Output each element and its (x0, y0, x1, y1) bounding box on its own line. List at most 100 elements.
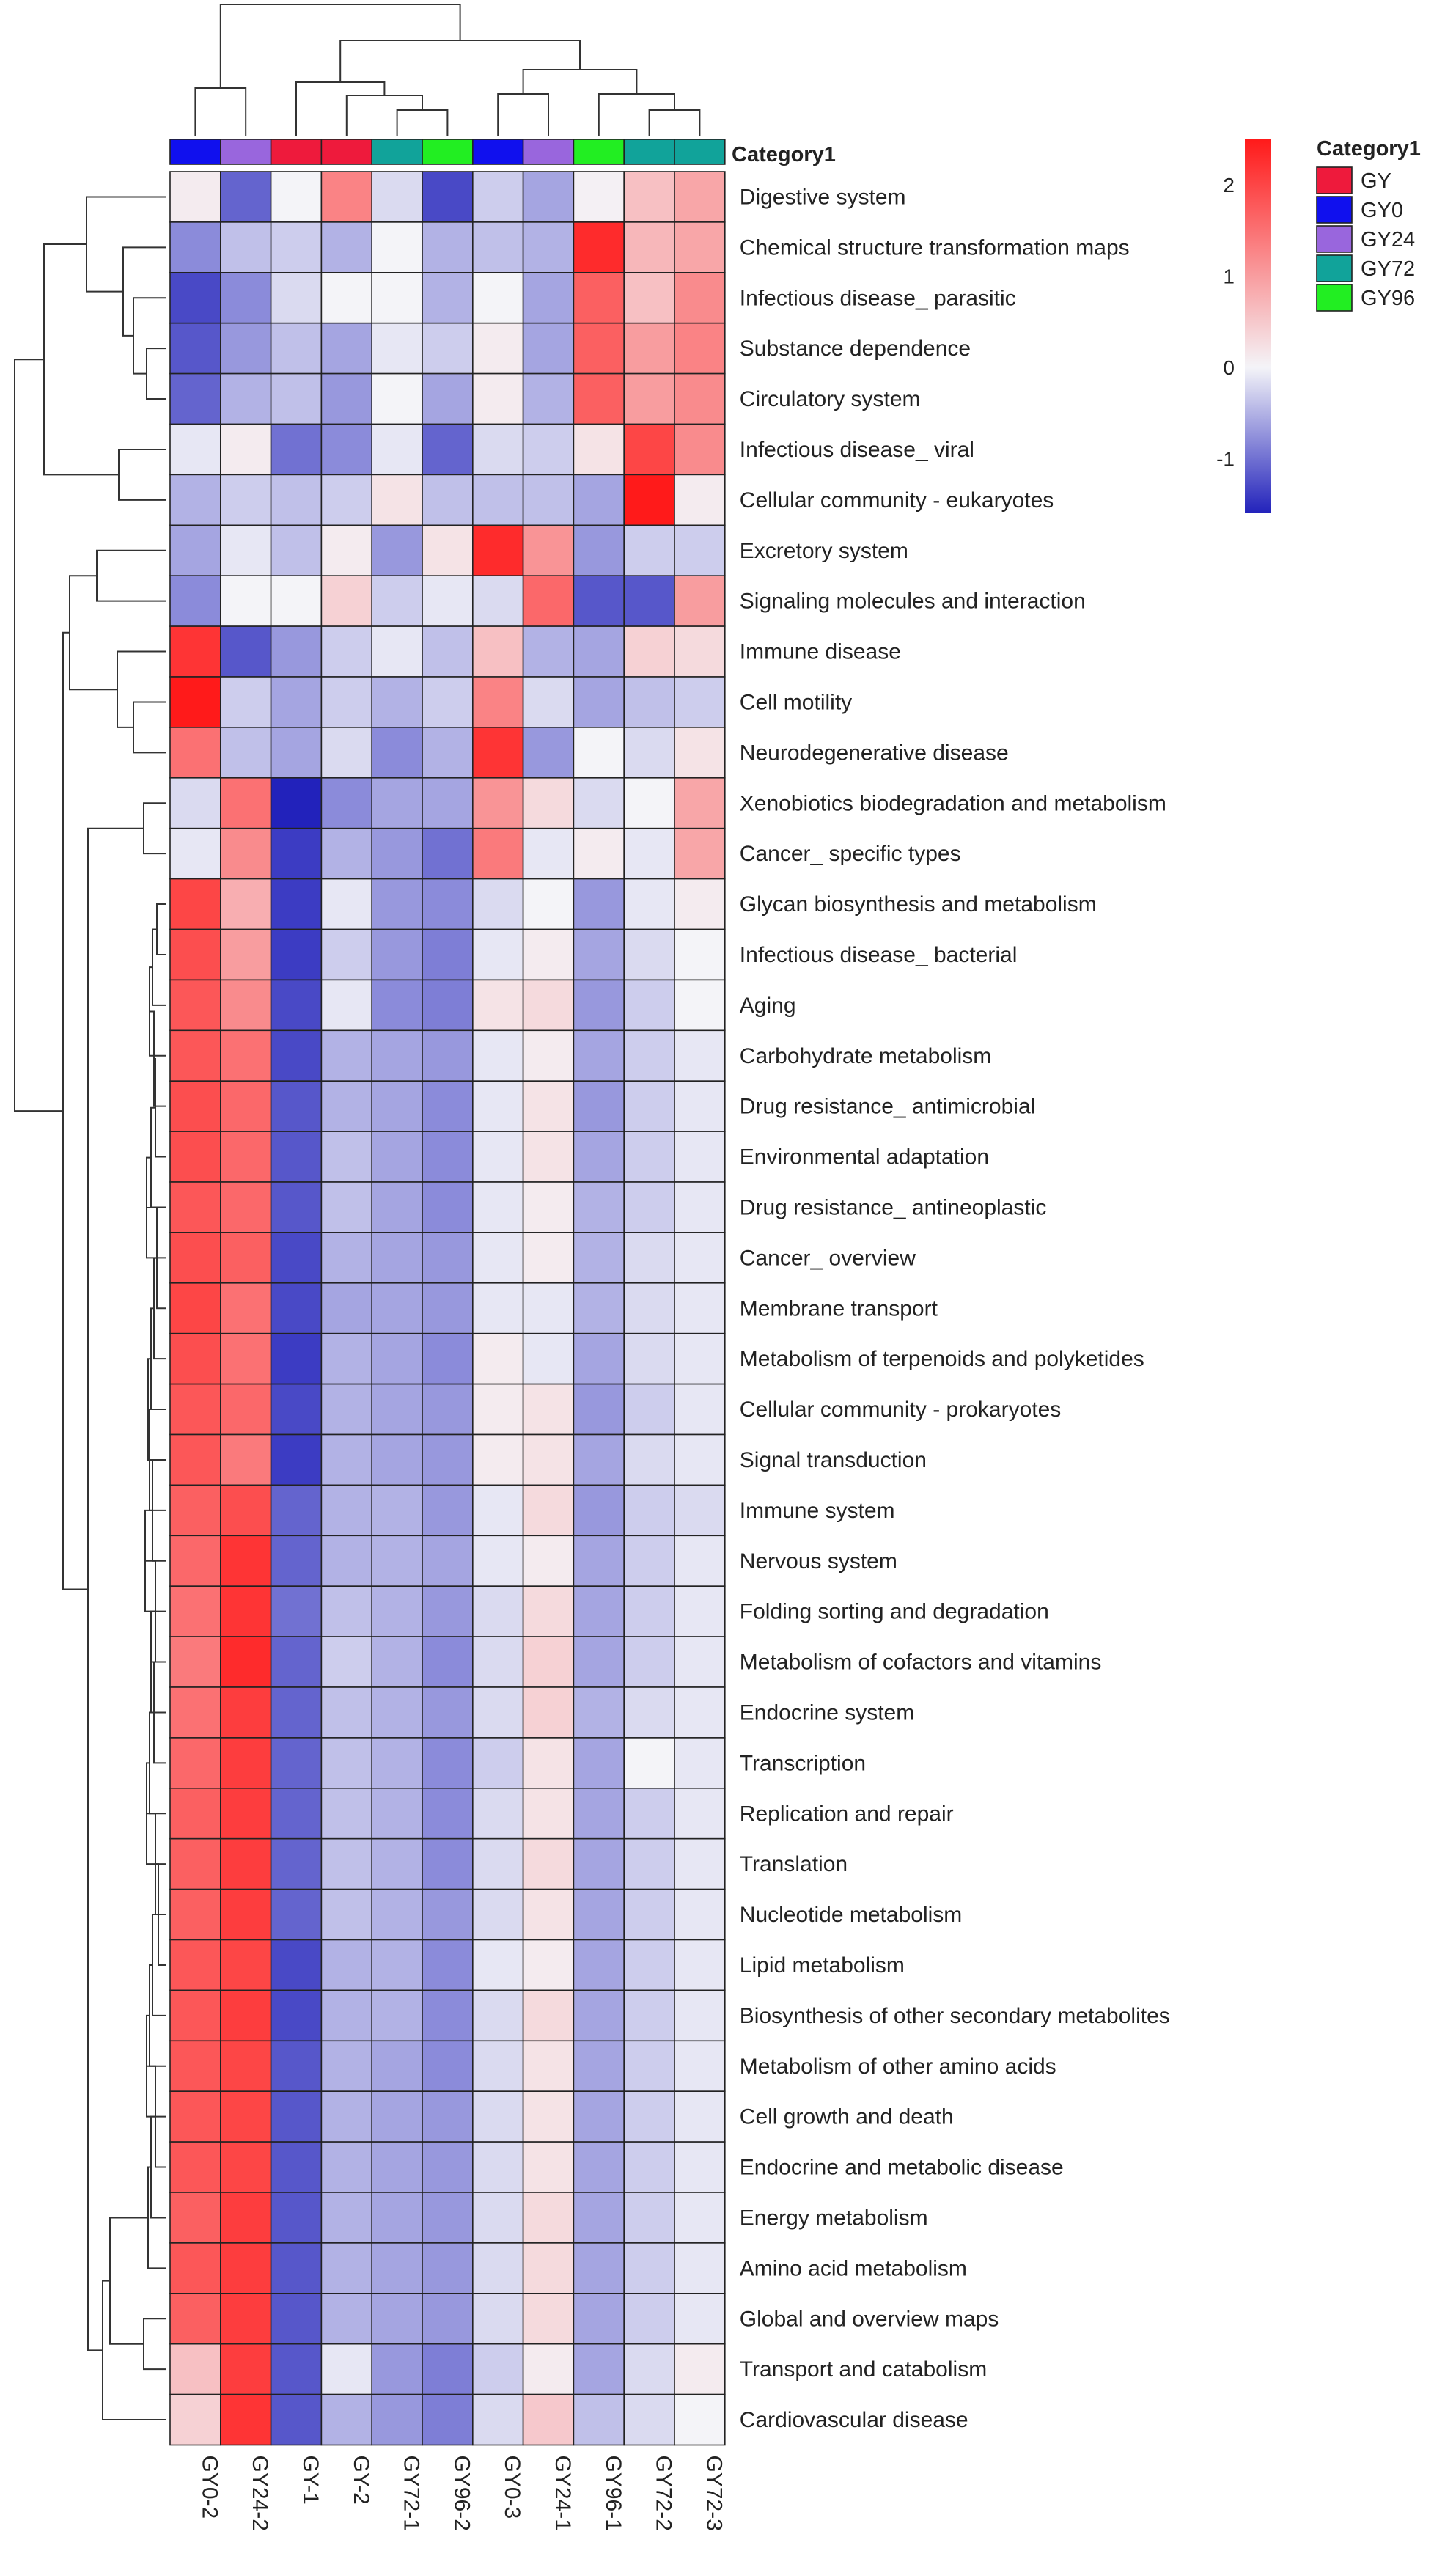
heatmap-cell (674, 2393, 726, 2446)
heatmap-cell (674, 727, 726, 779)
row-label: Global and overview maps (740, 2307, 999, 2331)
row-label: Metabolism of terpenoids and polyketides (740, 1347, 1144, 1371)
heatmap-cell (371, 1535, 423, 1587)
row-label: Carbohydrate metabolism (740, 1044, 992, 1068)
heatmap-cell (371, 777, 423, 829)
heatmap-cell (573, 1232, 625, 1284)
heatmap-cell (169, 928, 221, 981)
heatmap-cell (573, 727, 625, 779)
heatmap-cell (219, 1080, 272, 1132)
heatmap-cell (471, 1737, 524, 1789)
heatmap-cell (623, 322, 675, 375)
heatmap-cell (522, 625, 575, 678)
heatmap-cell (674, 1788, 726, 1840)
heatmap-cell (573, 1383, 625, 1436)
heatmap-cell (270, 1029, 323, 1082)
heatmap-cell (471, 676, 524, 728)
heatmap-cell (422, 524, 474, 576)
heatmap-cell (320, 322, 372, 375)
heatmap-cell (219, 1939, 272, 1991)
heatmap-cell (270, 474, 323, 526)
heatmap-cell (573, 1484, 625, 1537)
heatmap-cell (320, 271, 372, 324)
group-legend-label: GY24 (1361, 228, 1415, 252)
heatmap-cell (270, 1080, 323, 1132)
heatmap-cell (270, 928, 323, 981)
heatmap-cell (422, 1332, 474, 1385)
heatmap-cell (573, 171, 625, 223)
heatmap-cell (623, 727, 675, 779)
heatmap-cell (522, 372, 575, 425)
heatmap-cell (623, 1232, 675, 1284)
heatmap-cell (219, 1383, 272, 1436)
heatmap-cell (422, 1837, 474, 1890)
heatmap-cell (471, 827, 524, 880)
heatmap-cell (623, 474, 675, 526)
heatmap-cell (371, 372, 423, 425)
heatmap-cell (674, 625, 726, 678)
heatmap-cell (270, 1535, 323, 1587)
heatmap-cell (422, 575, 474, 627)
group-legend: Category1 GY GY0 GY24 GY72 GY96 (1316, 137, 1421, 312)
heatmap-cell (623, 1585, 675, 1637)
heatmap-cell (623, 777, 675, 829)
heatmap-cell (674, 2242, 726, 2294)
heatmap-cell (270, 1939, 323, 1991)
row-label: Translation (740, 1852, 848, 1876)
heatmap-cell (522, 2090, 575, 2143)
heatmap-cell (371, 1788, 423, 1840)
heatmap-cell (371, 1585, 423, 1637)
column-label: GY72-1 (400, 2456, 424, 2531)
heatmap-cell (674, 1686, 726, 1739)
heatmap-cell (471, 727, 524, 779)
row-label: Digestive system (740, 185, 906, 209)
heatmap-cell (471, 474, 524, 526)
heatmap-cell (169, 423, 221, 476)
heatmap-cell (219, 1029, 272, 1082)
heatmap-cell (674, 524, 726, 576)
heatmap-cell (371, 979, 423, 1032)
heatmap-cell (320, 1131, 372, 1183)
column-label: GY96-1 (601, 2456, 625, 2531)
heatmap-cell (320, 575, 372, 627)
heatmap-cell (522, 1080, 575, 1132)
column-annotation-bar (169, 139, 726, 165)
heatmap-cell (573, 827, 625, 880)
heatmap-cell (522, 1433, 575, 1486)
heatmap-cell (623, 1029, 675, 1082)
row-label: Excretory system (740, 539, 908, 563)
heatmap-cell (573, 2090, 625, 2143)
row-label: Nucleotide metabolism (740, 1903, 962, 1927)
heatmap-cell (371, 1989, 423, 2042)
heatmap-cell (219, 2141, 272, 2193)
heatmap-cell (623, 1837, 675, 1890)
heatmap-cell (471, 322, 524, 375)
heatmap-cell (471, 1433, 524, 1486)
heatmap-cell (270, 1686, 323, 1739)
heatmap-cell (471, 1535, 524, 1587)
heatmap-cell (422, 1131, 474, 1183)
annotation-cell (522, 139, 575, 165)
heatmap-cell (270, 1484, 323, 1537)
row-label: Aging (740, 994, 796, 1018)
heatmap-cell (219, 1837, 272, 1890)
heatmap-cell (522, 1585, 575, 1637)
heatmap-cell (219, 2242, 272, 2294)
heatmap-cell (573, 2141, 625, 2193)
group-legend-label: GY (1361, 169, 1391, 193)
heatmap-cell (674, 1939, 726, 1991)
heatmap-cell (270, 1282, 323, 1334)
heatmap-cell (623, 1636, 675, 1688)
heatmap-cell (219, 474, 272, 526)
heatmap-cell (522, 979, 575, 1032)
heatmap-cell (674, 1837, 726, 1890)
heatmap-cell (219, 827, 272, 880)
color-scale-tick: 2 (1223, 174, 1235, 197)
heatmap-cell (522, 423, 575, 476)
heatmap-cell (471, 1939, 524, 1991)
heatmap-cell (371, 1939, 423, 1991)
heatmap-cell (320, 2141, 372, 2193)
heatmap-cell (471, 1383, 524, 1436)
heatmap-cell (471, 524, 524, 576)
annotation-cell (422, 139, 474, 165)
